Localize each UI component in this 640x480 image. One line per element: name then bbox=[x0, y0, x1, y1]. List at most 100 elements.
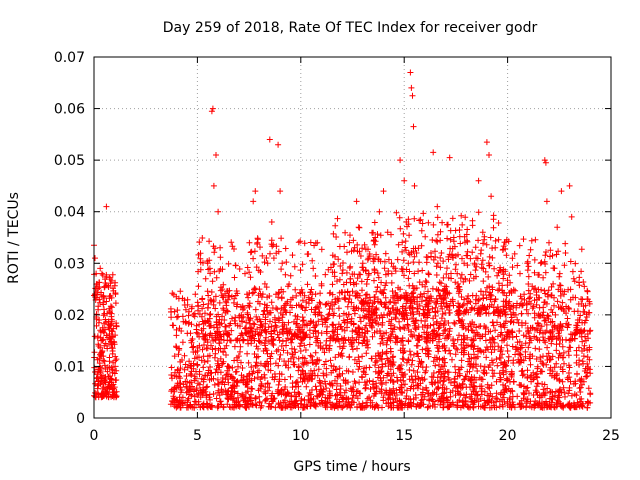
data-point bbox=[363, 350, 370, 357]
data-point bbox=[493, 356, 500, 363]
data-point bbox=[332, 222, 339, 229]
data-point bbox=[446, 347, 453, 354]
data-point bbox=[411, 270, 418, 277]
data-point bbox=[546, 355, 553, 361]
data-point bbox=[582, 333, 588, 340]
data-point bbox=[487, 296, 494, 303]
data-point bbox=[583, 314, 590, 320]
data-point bbox=[433, 263, 440, 270]
data-point bbox=[241, 325, 248, 332]
data-point bbox=[478, 247, 485, 254]
data-point bbox=[533, 292, 540, 298]
data-point bbox=[318, 246, 325, 253]
data-point bbox=[423, 387, 430, 394]
data-point bbox=[247, 274, 254, 281]
data-point bbox=[341, 327, 348, 334]
data-point bbox=[280, 399, 287, 406]
data-point bbox=[106, 378, 113, 385]
data-point bbox=[233, 288, 240, 294]
data-point bbox=[204, 260, 211, 267]
data-point bbox=[263, 284, 270, 291]
data-point bbox=[393, 392, 400, 398]
data-point bbox=[207, 364, 213, 370]
data-point bbox=[313, 360, 320, 367]
data-point bbox=[445, 274, 452, 281]
data-point bbox=[287, 373, 294, 380]
data-point bbox=[401, 177, 408, 184]
data-point bbox=[183, 373, 190, 379]
data-point bbox=[100, 384, 107, 391]
data-point bbox=[477, 335, 484, 342]
data-point bbox=[400, 356, 407, 363]
data-point bbox=[433, 391, 440, 398]
data-point bbox=[269, 374, 276, 381]
data-point bbox=[488, 301, 495, 308]
data-point bbox=[354, 275, 361, 282]
data-point bbox=[340, 260, 346, 266]
data-point bbox=[265, 324, 272, 331]
data-point bbox=[308, 286, 315, 293]
data-point bbox=[476, 323, 483, 330]
data-point bbox=[232, 262, 239, 269]
data-point bbox=[497, 391, 504, 398]
data-point bbox=[541, 337, 547, 344]
data-point bbox=[289, 336, 296, 343]
data-point bbox=[395, 241, 402, 248]
data-point bbox=[385, 268, 392, 274]
data-point bbox=[409, 304, 416, 311]
data-point bbox=[478, 385, 485, 392]
data-point bbox=[553, 400, 560, 406]
data-point bbox=[373, 358, 380, 364]
data-point bbox=[442, 326, 449, 333]
data-point bbox=[279, 314, 286, 321]
data-point bbox=[361, 369, 368, 376]
data-point bbox=[226, 293, 233, 300]
data-point bbox=[375, 274, 382, 281]
data-point bbox=[176, 345, 183, 352]
data-point bbox=[472, 244, 479, 251]
data-point bbox=[233, 303, 240, 310]
data-point bbox=[240, 336, 247, 343]
data-point bbox=[556, 350, 563, 357]
data-point bbox=[103, 298, 110, 305]
data-point bbox=[361, 313, 368, 319]
data-point bbox=[467, 271, 474, 278]
data-point bbox=[269, 337, 276, 344]
data-point bbox=[300, 317, 307, 324]
data-point bbox=[212, 337, 219, 344]
data-point bbox=[475, 177, 482, 184]
data-point bbox=[418, 359, 425, 366]
data-point bbox=[379, 319, 386, 326]
data-point bbox=[454, 399, 461, 405]
data-point bbox=[429, 379, 436, 386]
data-point bbox=[503, 302, 510, 309]
data-point bbox=[366, 394, 373, 401]
data-point bbox=[543, 321, 550, 328]
data-point bbox=[240, 393, 246, 400]
data-point bbox=[447, 298, 454, 305]
data-point bbox=[377, 330, 384, 337]
data-point bbox=[206, 238, 213, 245]
data-point bbox=[227, 320, 234, 327]
data-point bbox=[293, 292, 300, 299]
data-point bbox=[443, 302, 450, 309]
data-point bbox=[343, 367, 350, 374]
data-point bbox=[342, 337, 349, 344]
data-point bbox=[203, 400, 210, 407]
data-point bbox=[424, 310, 431, 316]
data-point bbox=[275, 248, 282, 255]
data-point bbox=[406, 232, 413, 239]
data-point bbox=[210, 182, 217, 189]
data-point bbox=[306, 334, 313, 341]
data-point bbox=[548, 306, 555, 313]
data-point bbox=[421, 290, 428, 297]
data-point bbox=[407, 385, 414, 392]
data-point bbox=[217, 398, 224, 405]
data-point bbox=[94, 333, 101, 340]
data-point bbox=[451, 319, 458, 326]
data-point bbox=[525, 344, 532, 351]
data-point bbox=[106, 308, 113, 314]
data-point bbox=[273, 291, 279, 298]
data-point bbox=[211, 381, 218, 388]
data-point bbox=[561, 288, 568, 295]
